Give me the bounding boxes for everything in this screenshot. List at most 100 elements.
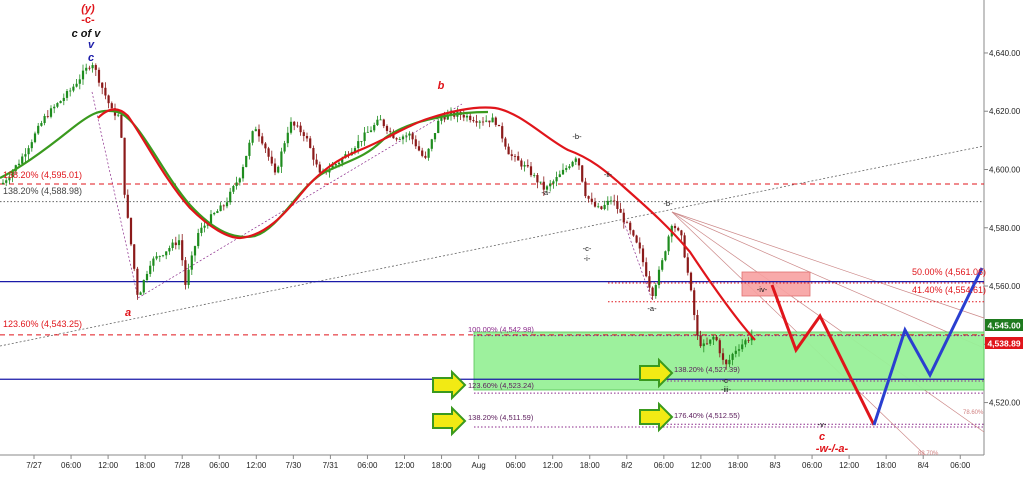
- projection-blue-path: [872, 267, 984, 426]
- candle-body: [289, 121, 293, 133]
- candle-body: [203, 225, 206, 228]
- candle-body: [491, 117, 494, 123]
- candle-body: [597, 206, 600, 208]
- candle-body: [213, 213, 216, 215]
- level-label: 100.00% (4,542.98): [468, 325, 534, 334]
- candle-body: [417, 146, 421, 151]
- candle-body: [197, 232, 200, 247]
- candle-body: [104, 87, 107, 96]
- candle-body: [744, 340, 747, 345]
- candle-body: [257, 129, 261, 137]
- candle-body: [629, 222, 632, 231]
- candle-body: [366, 131, 369, 133]
- candle-body: [561, 169, 565, 175]
- wave-label: b: [438, 80, 445, 92]
- candle-body: [363, 132, 366, 142]
- candle-body: [373, 125, 376, 131]
- candlesticks: [1, 62, 753, 370]
- candle-body: [741, 344, 744, 350]
- candle-body: [718, 340, 721, 354]
- candle-body: [725, 359, 728, 365]
- candle-body: [737, 349, 741, 351]
- price-tick-label: 4,620.00: [989, 107, 1021, 116]
- time-tick-label: 18:00: [876, 461, 897, 470]
- candle-body: [238, 178, 241, 183]
- time-tick-label: 12:00: [394, 461, 415, 470]
- candle-body: [603, 204, 606, 210]
- candle-body: [46, 116, 49, 117]
- projection-red-path: [770, 284, 876, 426]
- candle-body: [171, 242, 174, 249]
- candle-body: [433, 133, 437, 140]
- wave-label: -a-: [647, 304, 657, 313]
- candle-body: [574, 158, 577, 162]
- wave-label: c: [819, 431, 825, 443]
- candle-body: [606, 200, 609, 205]
- arrow-icon: [432, 369, 467, 401]
- candle-body: [632, 230, 635, 236]
- wave-label: -iii-: [721, 385, 731, 394]
- candle-body: [216, 211, 219, 214]
- candle-body: [472, 120, 475, 122]
- candle-body: [485, 120, 488, 122]
- current-price-label: 4,545.00: [987, 321, 1020, 331]
- candle-body: [149, 265, 152, 274]
- fan-label: 88.70%: [918, 451, 939, 457]
- red-moving-average: [97, 106, 756, 341]
- level-label: 138.20% (4,511.59): [468, 413, 534, 422]
- candle-body: [161, 255, 165, 257]
- candle-body: [571, 161, 574, 167]
- candle-body: [270, 156, 273, 164]
- candle-body: [181, 240, 184, 261]
- wave-label: -w-/-a-: [816, 443, 849, 455]
- fib-fan-line-3: [671, 211, 985, 433]
- candle-body: [440, 116, 443, 121]
- candle-body: [126, 194, 129, 218]
- candle-body: [1, 182, 5, 185]
- candle-body: [177, 240, 181, 246]
- time-tick-label: 8/3: [769, 461, 781, 470]
- candle-body: [341, 158, 344, 163]
- level-label: 50.00% (4,561.06): [912, 267, 986, 277]
- candle-body: [581, 165, 584, 182]
- price-tick-label: 4,640.00: [989, 49, 1021, 58]
- candle-body: [673, 225, 677, 229]
- candle-body: [721, 353, 725, 360]
- candle-body: [613, 200, 616, 202]
- time-tick-label: 18:00: [728, 461, 749, 470]
- fan-label: 78.60%: [963, 410, 984, 416]
- candle-body: [568, 166, 571, 169]
- fib-fan-line-2: [671, 211, 985, 349]
- candle-body: [405, 135, 408, 137]
- candle-body: [731, 353, 734, 360]
- candle-body: [200, 227, 203, 233]
- time-tick-label: 06:00: [357, 461, 378, 470]
- candle-body: [593, 201, 597, 207]
- candle-body: [168, 248, 171, 252]
- candle-body: [481, 121, 485, 123]
- candle-body: [523, 165, 526, 167]
- candle-body: [145, 273, 149, 280]
- candle-body: [222, 205, 225, 207]
- time-axis-ticks: 7/27 06:00 12:00 18:00 7/28 06:00 12:00 7/30 7/3…: [26, 455, 971, 470]
- candle-body: [120, 114, 123, 138]
- candle-body: [536, 175, 539, 183]
- candle-body: [600, 206, 603, 210]
- candle-body: [475, 121, 478, 123]
- current-price-badge: [985, 319, 1023, 331]
- candle-body: [334, 164, 337, 166]
- candle-body: [565, 168, 568, 170]
- candle-body: [654, 285, 657, 297]
- candle-body: [11, 170, 14, 178]
- candle-body: [277, 166, 280, 173]
- candle-body: [136, 268, 139, 295]
- candle-body: [5, 180, 8, 183]
- candle-body: [264, 143, 267, 149]
- candle-body: [657, 269, 661, 286]
- candle-body: [651, 287, 654, 297]
- candle-body: [133, 244, 136, 269]
- candle-body: [158, 256, 161, 257]
- candle-body: [430, 139, 433, 149]
- candle-body: [27, 148, 30, 155]
